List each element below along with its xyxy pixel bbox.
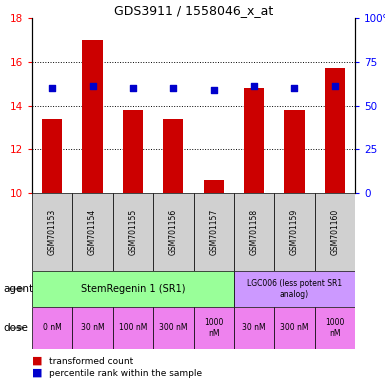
- Bar: [244, 88, 264, 193]
- Title: GDS3911 / 1558046_x_at: GDS3911 / 1558046_x_at: [114, 4, 273, 17]
- Text: ■: ■: [32, 368, 42, 378]
- Bar: [153, 307, 194, 349]
- Bar: [42, 119, 62, 193]
- Text: GSM701158: GSM701158: [249, 209, 259, 255]
- Text: GSM701160: GSM701160: [330, 209, 339, 255]
- Text: 300 nM: 300 nM: [280, 323, 309, 333]
- Bar: [204, 180, 224, 193]
- Bar: [32, 271, 234, 307]
- Text: percentile rank within the sample: percentile rank within the sample: [49, 369, 203, 377]
- Bar: [234, 193, 274, 271]
- Bar: [72, 193, 113, 271]
- Point: [251, 83, 257, 89]
- Text: 1000
nM: 1000 nM: [325, 318, 345, 338]
- Text: GSM701159: GSM701159: [290, 209, 299, 255]
- Text: dose: dose: [4, 323, 29, 333]
- Point: [211, 87, 217, 93]
- Bar: [274, 193, 315, 271]
- Bar: [325, 68, 345, 193]
- Text: GSM701155: GSM701155: [129, 209, 137, 255]
- Bar: [315, 193, 355, 271]
- Text: transformed count: transformed count: [49, 356, 134, 366]
- Bar: [234, 307, 274, 349]
- Text: GSM701154: GSM701154: [88, 209, 97, 255]
- Text: 0 nM: 0 nM: [43, 323, 62, 333]
- Bar: [285, 110, 305, 193]
- Text: 1000
nM: 1000 nM: [204, 318, 223, 338]
- Point: [291, 85, 298, 91]
- Text: agent: agent: [4, 284, 34, 294]
- Bar: [194, 193, 234, 271]
- Point: [49, 85, 55, 91]
- Text: StemRegenin 1 (SR1): StemRegenin 1 (SR1): [81, 284, 185, 294]
- Point: [130, 85, 136, 91]
- Text: LGC006 (less potent SR1
analog): LGC006 (less potent SR1 analog): [247, 279, 342, 299]
- Text: 30 nM: 30 nM: [81, 323, 104, 333]
- Bar: [274, 307, 315, 349]
- Text: 100 nM: 100 nM: [119, 323, 147, 333]
- Text: GSM701157: GSM701157: [209, 209, 218, 255]
- Bar: [113, 193, 153, 271]
- Bar: [32, 307, 72, 349]
- Point: [89, 83, 95, 89]
- Bar: [153, 193, 194, 271]
- Point: [332, 83, 338, 89]
- Bar: [234, 271, 355, 307]
- Bar: [113, 307, 153, 349]
- Bar: [194, 307, 234, 349]
- Text: GSM701156: GSM701156: [169, 209, 178, 255]
- Bar: [72, 307, 113, 349]
- Point: [170, 85, 176, 91]
- Bar: [123, 110, 143, 193]
- Text: 300 nM: 300 nM: [159, 323, 187, 333]
- Bar: [163, 119, 183, 193]
- Bar: [315, 307, 355, 349]
- Text: 30 nM: 30 nM: [242, 323, 266, 333]
- Text: ■: ■: [32, 356, 42, 366]
- Bar: [82, 40, 103, 193]
- Text: GSM701153: GSM701153: [48, 209, 57, 255]
- Bar: [32, 193, 72, 271]
